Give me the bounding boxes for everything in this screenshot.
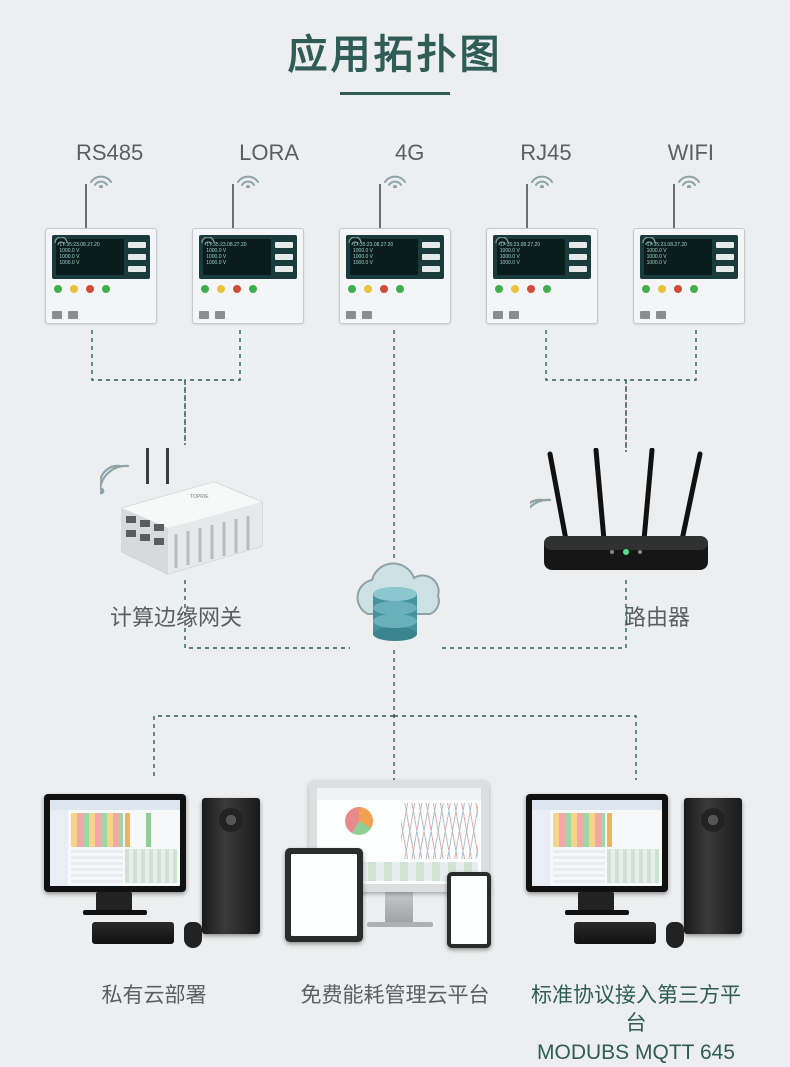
wifi-small-icon	[348, 237, 362, 247]
bottom-label: 标准协议接入第三方平台MODUBS MQTT 645	[526, 982, 746, 1067]
page-title: 应用拓扑图	[0, 0, 790, 80]
device-label: 4G	[395, 140, 424, 166]
bottom-item-cloud-platform	[285, 780, 505, 950]
meter-device: 17:35:23.08.27.20 1000.0 V 1000.0 V 1000…	[486, 168, 598, 324]
router-label: 路由器	[624, 600, 690, 632]
pc-tower-icon	[526, 780, 746, 950]
svg-text:TOPRIE: TOPRIE	[190, 494, 209, 500]
wifi-small-icon	[642, 237, 656, 247]
bottom-item-private-cloud	[44, 780, 264, 950]
wifi-signal-icon	[87, 168, 115, 188]
bottom-label: 免费能耗管理云平台	[285, 982, 505, 1067]
device-row: 17:35:23.08.27.20 1000.0 V 1000.0 V 1000…	[0, 168, 790, 324]
bottom-label-row: 私有云部署 免费能耗管理云平台 标准协议接入第三方平台MODUBS MQTT 6…	[0, 982, 790, 1067]
cloud-db-icon	[345, 560, 445, 655]
wifi-small-icon	[201, 237, 215, 247]
device-label: RS485	[76, 140, 143, 166]
cloud-db	[345, 560, 445, 655]
wifi-signal-icon	[381, 168, 409, 188]
meter-device: 17:35:23.08.27.20 1000.0 V 1000.0 V 1000…	[45, 168, 157, 324]
device-label-row: RS485 LORA 4G RJ45 WIFI	[0, 140, 790, 166]
bottom-item-thirdparty	[526, 780, 746, 950]
bottom-label: 私有云部署	[44, 982, 264, 1067]
multi-device-icon	[285, 780, 505, 950]
gateway-label: 计算边缘网关	[110, 600, 242, 632]
device-label: WIFI	[668, 140, 714, 166]
router	[530, 448, 720, 583]
router-icon	[530, 448, 720, 583]
wifi-signal-icon	[234, 168, 262, 188]
meter-device: 17:35:23.08.27.20 1000.0 V 1000.0 V 1000…	[339, 168, 451, 324]
meter-device: 17:35:23.08.27.20 1000.0 V 1000.0 V 1000…	[192, 168, 304, 324]
device-label: RJ45	[520, 140, 571, 166]
wifi-signal-icon	[528, 168, 556, 188]
title-underline	[340, 92, 450, 95]
meter-device: 17:35:23.08.27.20 1000.0 V 1000.0 V 1000…	[633, 168, 745, 324]
edge-gateway: TOPRIE	[100, 440, 270, 580]
device-label: LORA	[239, 140, 299, 166]
pc-tower-icon	[44, 780, 264, 950]
wifi-small-icon	[54, 237, 68, 247]
wifi-small-icon	[495, 237, 509, 247]
wifi-signal-icon	[675, 168, 703, 188]
gateway-icon: TOPRIE	[100, 440, 270, 580]
bottom-row	[0, 780, 790, 950]
